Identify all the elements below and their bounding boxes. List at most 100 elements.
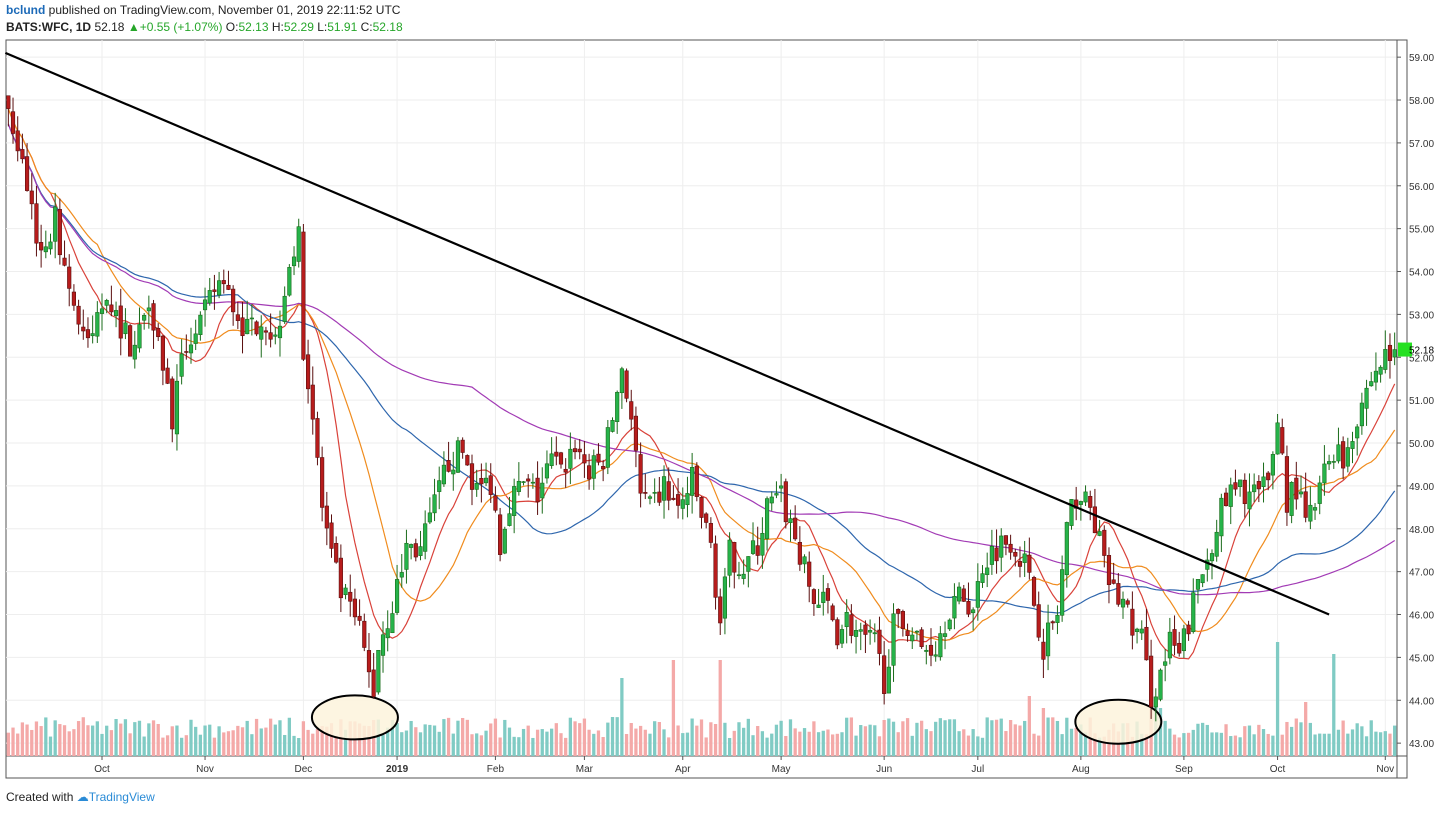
volume-bar [1350,729,1355,756]
candle [704,513,709,523]
candle [1088,495,1093,508]
volume-bar [147,723,151,756]
candle [544,463,550,479]
candle [1378,366,1383,375]
candle [591,455,596,479]
volume-bar [1308,722,1312,756]
candle [310,384,315,420]
moving-average-purple [7,123,1396,596]
volume-bar [662,729,666,756]
candle [1350,441,1355,449]
volume-bar [264,727,268,756]
candle [483,477,489,484]
volume-bar [461,717,465,756]
candle [914,630,920,633]
candle [769,496,774,504]
candle [1167,631,1172,659]
candle [858,629,863,632]
author-name[interactable]: bclund [6,3,46,17]
candle [1055,615,1060,623]
volume-bar [1093,733,1097,756]
candle [797,541,802,565]
volume-bar [549,728,554,756]
volume-bar [250,734,254,756]
candle [282,295,287,322]
volume-bar [517,737,521,756]
volume-bar [414,727,418,756]
volume-bar [1341,720,1345,756]
volume-bar [123,719,128,756]
volume-bar [381,735,385,756]
candle [20,149,25,160]
candle [685,493,690,506]
candle [952,596,957,619]
candle [193,333,198,344]
candle [1383,349,1388,370]
volume-bar [779,720,783,756]
candle [882,655,887,694]
volume-bar [629,723,633,756]
volume-bar [400,732,404,756]
volume-bar [320,726,324,756]
volume-bar [503,719,507,756]
candle [1266,472,1271,481]
candle [1308,504,1313,522]
candle [1219,497,1224,537]
volume-bar [718,660,722,756]
volume-bar [311,733,315,756]
candle [755,545,760,556]
volume-bar [784,736,788,756]
candle [1050,621,1055,624]
candle [184,351,189,353]
candle [1102,529,1107,556]
candle [437,480,442,492]
candle [15,130,20,152]
price-tick-label: 52.00 [1409,353,1434,364]
volume-bar [891,721,896,756]
volume-bar [943,720,947,756]
volume-bar [1327,733,1331,756]
volume-bar [990,720,994,756]
candle [1017,561,1023,567]
candle [81,326,86,332]
volume-bar [156,723,160,756]
volume-bar [531,737,535,756]
volume-bar [929,731,933,756]
volume-bar [1008,720,1013,756]
candle [474,483,479,490]
volume-bar [1102,736,1106,756]
volume-bar [559,733,563,756]
price-tick-label: 57.00 [1409,139,1434,150]
candle [43,246,48,253]
volume-bar [236,725,240,756]
volume-bar [756,726,760,756]
price-tick-label: 47.00 [1409,568,1434,579]
candle [1195,579,1201,590]
time-tick-label: Mar [576,764,594,775]
volume-bar [1027,696,1031,756]
candle [760,533,765,556]
volume-bar [418,732,423,756]
candle [57,209,62,256]
volume-bar [924,729,928,756]
candle [6,95,11,109]
volume-bar [1275,642,1280,756]
price-tick-label: 44.00 [1409,696,1434,707]
volume-bar [1238,737,1242,756]
candle [727,539,732,576]
candle [240,317,245,337]
candle [633,415,639,451]
candle [1298,491,1304,495]
tradingview-cloud-icon: ☁ [76,790,89,804]
time-tick-label: 2019 [386,764,409,775]
candle [48,241,53,250]
candle [409,544,414,548]
volume-bar [428,724,432,756]
trendline[interactable] [4,51,1330,616]
volume-bar [1037,735,1041,756]
volume-bar [919,720,924,756]
tradingview-link[interactable]: TradingView [88,790,155,804]
volume-bar [737,722,741,756]
volume-bar [587,729,591,756]
